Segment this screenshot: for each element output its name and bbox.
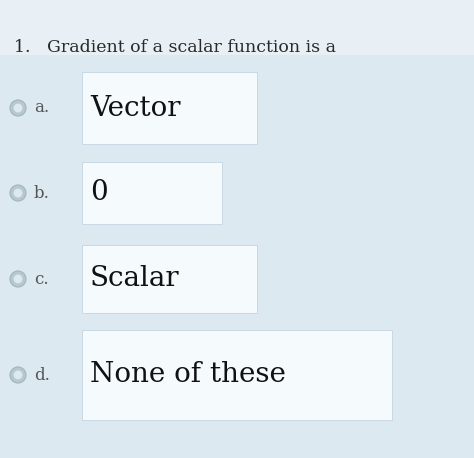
Bar	[0, 0, 474, 55]
Text: d.: d.	[34, 366, 50, 383]
FancyBboxPatch shape	[82, 245, 257, 313]
Text: 1.   Gradient of a scalar function is a: 1. Gradient of a scalar function is a	[14, 39, 336, 56]
Circle shape	[14, 189, 22, 197]
Circle shape	[10, 271, 26, 287]
Circle shape	[14, 275, 22, 284]
FancyBboxPatch shape	[82, 330, 392, 420]
Circle shape	[10, 367, 26, 383]
Text: 0: 0	[90, 180, 108, 207]
FancyBboxPatch shape	[82, 162, 222, 224]
Circle shape	[14, 104, 22, 112]
Text: Scalar: Scalar	[90, 266, 180, 293]
Text: Vector: Vector	[90, 94, 181, 121]
Circle shape	[10, 185, 26, 201]
Text: b.: b.	[34, 185, 50, 202]
Text: c.: c.	[34, 271, 49, 288]
FancyBboxPatch shape	[82, 72, 257, 144]
Circle shape	[10, 100, 26, 116]
Text: a.: a.	[34, 99, 49, 116]
Circle shape	[14, 371, 22, 379]
Text: None of these: None of these	[90, 361, 286, 388]
